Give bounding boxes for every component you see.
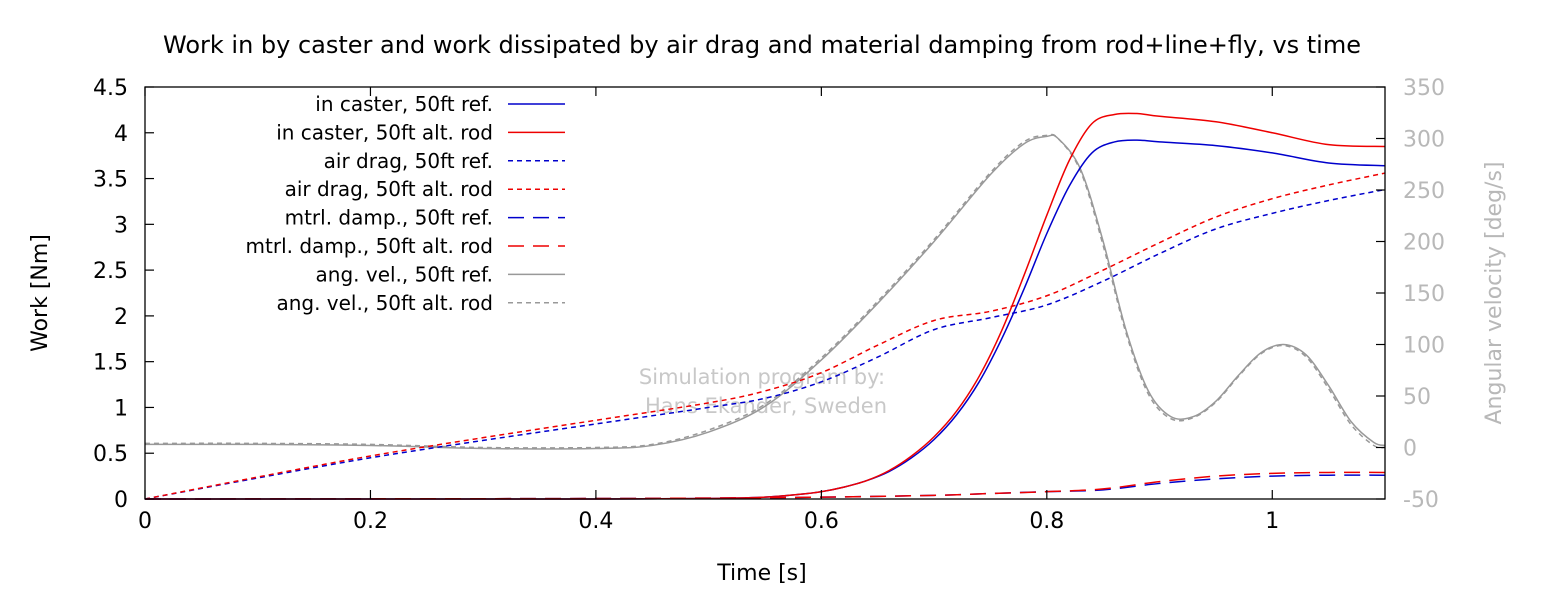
y-tick-label: 2 xyxy=(114,305,128,330)
legend-label: in caster, 50ft ref. xyxy=(315,92,493,116)
y2-tick-label: 300 xyxy=(1403,128,1445,153)
watermark: Simulation program by: Hans Ekander, Swe… xyxy=(639,365,887,418)
y2-axis-title: Angular velocity [deg/s] xyxy=(1482,161,1507,424)
legend-label: mtrl. damp., 50ft alt. rod xyxy=(246,234,493,258)
x-axis: 0 0.2 0.4 0.6 0.8 1 xyxy=(138,87,1279,534)
x-tick-label: 0.4 xyxy=(578,509,613,534)
series-line-mtrl-damp-50ft-alt-rod xyxy=(144,471,1386,500)
y-tick-label: 4 xyxy=(114,122,128,147)
y2-tick-label: 150 xyxy=(1403,282,1445,307)
y-axis-title: Work [Nm] xyxy=(28,234,53,352)
watermark-line-1: Simulation program by: xyxy=(639,365,885,389)
y-tick-label: 2.5 xyxy=(93,259,128,284)
legend-label: in caster, 50ft alt. rod xyxy=(276,120,493,144)
y2-tick-label: 250 xyxy=(1403,179,1445,204)
y-tick-label: 1.5 xyxy=(93,351,128,376)
y-tick-label: 0 xyxy=(114,488,128,513)
y-tick-label: 4.5 xyxy=(93,76,128,101)
series-line-mtrl-damp-50ft-ref xyxy=(144,474,1386,500)
y2-tick-label: 200 xyxy=(1403,231,1445,256)
x-axis-title: Time [s] xyxy=(716,561,806,586)
y-axis-left: 0 0.5 1 1.5 2 2.5 3 3.5 4 4.5 xyxy=(93,76,154,513)
y-tick-label: 3.5 xyxy=(93,168,128,193)
series-layer xyxy=(144,112,1386,500)
y2-tick-label: 350 xyxy=(1403,76,1445,101)
y-tick-label: 1 xyxy=(114,396,128,421)
series-line-air-drag-50ft-alt-rod xyxy=(144,172,1386,500)
x-tick-label: 0.6 xyxy=(804,509,839,534)
chart-title: Work in by caster and work dissipated by… xyxy=(163,31,1361,59)
y2-tick-label: 100 xyxy=(1403,334,1445,359)
series-line-ang-vel-50ft-ref xyxy=(144,134,1386,450)
legend-label: ang. vel., 50ft alt. rod xyxy=(276,291,493,315)
y-tick-label: 0.5 xyxy=(93,442,128,467)
y2-tick-label: -50 xyxy=(1403,488,1439,513)
legend: in caster, 50ft ref. in caster, 50ft alt.… xyxy=(246,92,565,315)
y2-tick-label: 50 xyxy=(1403,385,1431,410)
y-tick-label: 3 xyxy=(114,213,128,238)
x-tick-label: 0 xyxy=(138,509,152,534)
legend-label: mtrl. damp., 50ft ref. xyxy=(285,206,493,230)
legend-label: air drag, 50ft ref. xyxy=(324,149,493,173)
x-tick-label: 1 xyxy=(1265,509,1279,534)
legend-label: air drag, 50ft alt. rod xyxy=(285,177,493,201)
x-tick-label: 0.2 xyxy=(353,509,388,534)
y-axis-right: -50 0 50 100 150 200 250 300 350 xyxy=(1376,76,1445,513)
legend-label: ang. vel., 50ft ref. xyxy=(316,262,493,286)
x-tick-label: 0.8 xyxy=(1029,509,1064,534)
series-line-ang-vel-50ft-alt-rod xyxy=(144,133,1386,449)
y2-tick-label: 0 xyxy=(1403,437,1417,462)
